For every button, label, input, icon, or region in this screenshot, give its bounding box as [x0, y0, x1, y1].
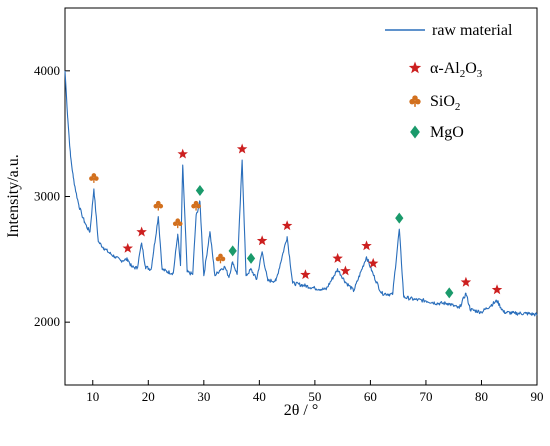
x-tick-label: 20 [142, 389, 155, 404]
x-tick-label: 30 [197, 389, 210, 404]
star-marker [236, 143, 248, 154]
legend-label: MgO [430, 124, 464, 141]
diamond-marker [228, 245, 237, 257]
club-marker [153, 200, 164, 211]
legend-diamond-symbol [410, 125, 420, 139]
y-axis-title: Intensity/a.u. [5, 154, 22, 238]
peak-markers [89, 143, 503, 299]
x-tick-label: 80 [475, 389, 488, 404]
legend: raw material α-Al2O3 SiO2 MgO [385, 22, 513, 141]
x-axis-ticks: 10 20 30 40 50 60 70 80 90 [86, 380, 544, 404]
x-tick-label: 60 [364, 389, 377, 404]
diamond-marker [445, 287, 454, 299]
star-marker [177, 148, 188, 159]
star-marker [122, 242, 133, 253]
x-axis-title: 2θ / ° [284, 402, 319, 419]
star-marker [460, 276, 472, 287]
legend-star-symbol [408, 61, 422, 74]
diamond-marker [395, 212, 404, 224]
legend-club-symbol [409, 95, 421, 107]
y-tick-label: 2000 [34, 314, 60, 329]
legend-label: raw material [432, 22, 513, 39]
x-tick-label: 90 [531, 389, 544, 404]
club-marker [172, 218, 183, 229]
star-marker [256, 235, 268, 246]
legend-label: α-Al2O3 [430, 60, 483, 80]
diamond-marker [195, 185, 205, 197]
club-marker [89, 173, 99, 183]
star-marker [367, 257, 379, 268]
star-marker [281, 220, 293, 231]
star-marker [332, 252, 343, 263]
y-tick-label: 4000 [34, 63, 60, 78]
x-tick-label: 40 [253, 389, 266, 404]
x-tick-label: 70 [419, 389, 432, 404]
x-tick-label: 50 [308, 389, 321, 404]
series-line-raw-material [64, 70, 538, 317]
y-axis-ticks: 2000 3000 4000 [34, 63, 70, 329]
star-marker [340, 265, 351, 276]
star-marker [300, 269, 311, 280]
club-marker [215, 253, 226, 264]
diamond-marker [246, 252, 256, 264]
x-tick-label: 10 [86, 389, 99, 404]
star-marker [361, 240, 372, 251]
legend-label: SiO2 [430, 93, 460, 113]
star-marker [136, 226, 147, 237]
star-marker [491, 284, 503, 295]
y-tick-label: 3000 [34, 189, 60, 204]
club-marker [191, 200, 201, 211]
